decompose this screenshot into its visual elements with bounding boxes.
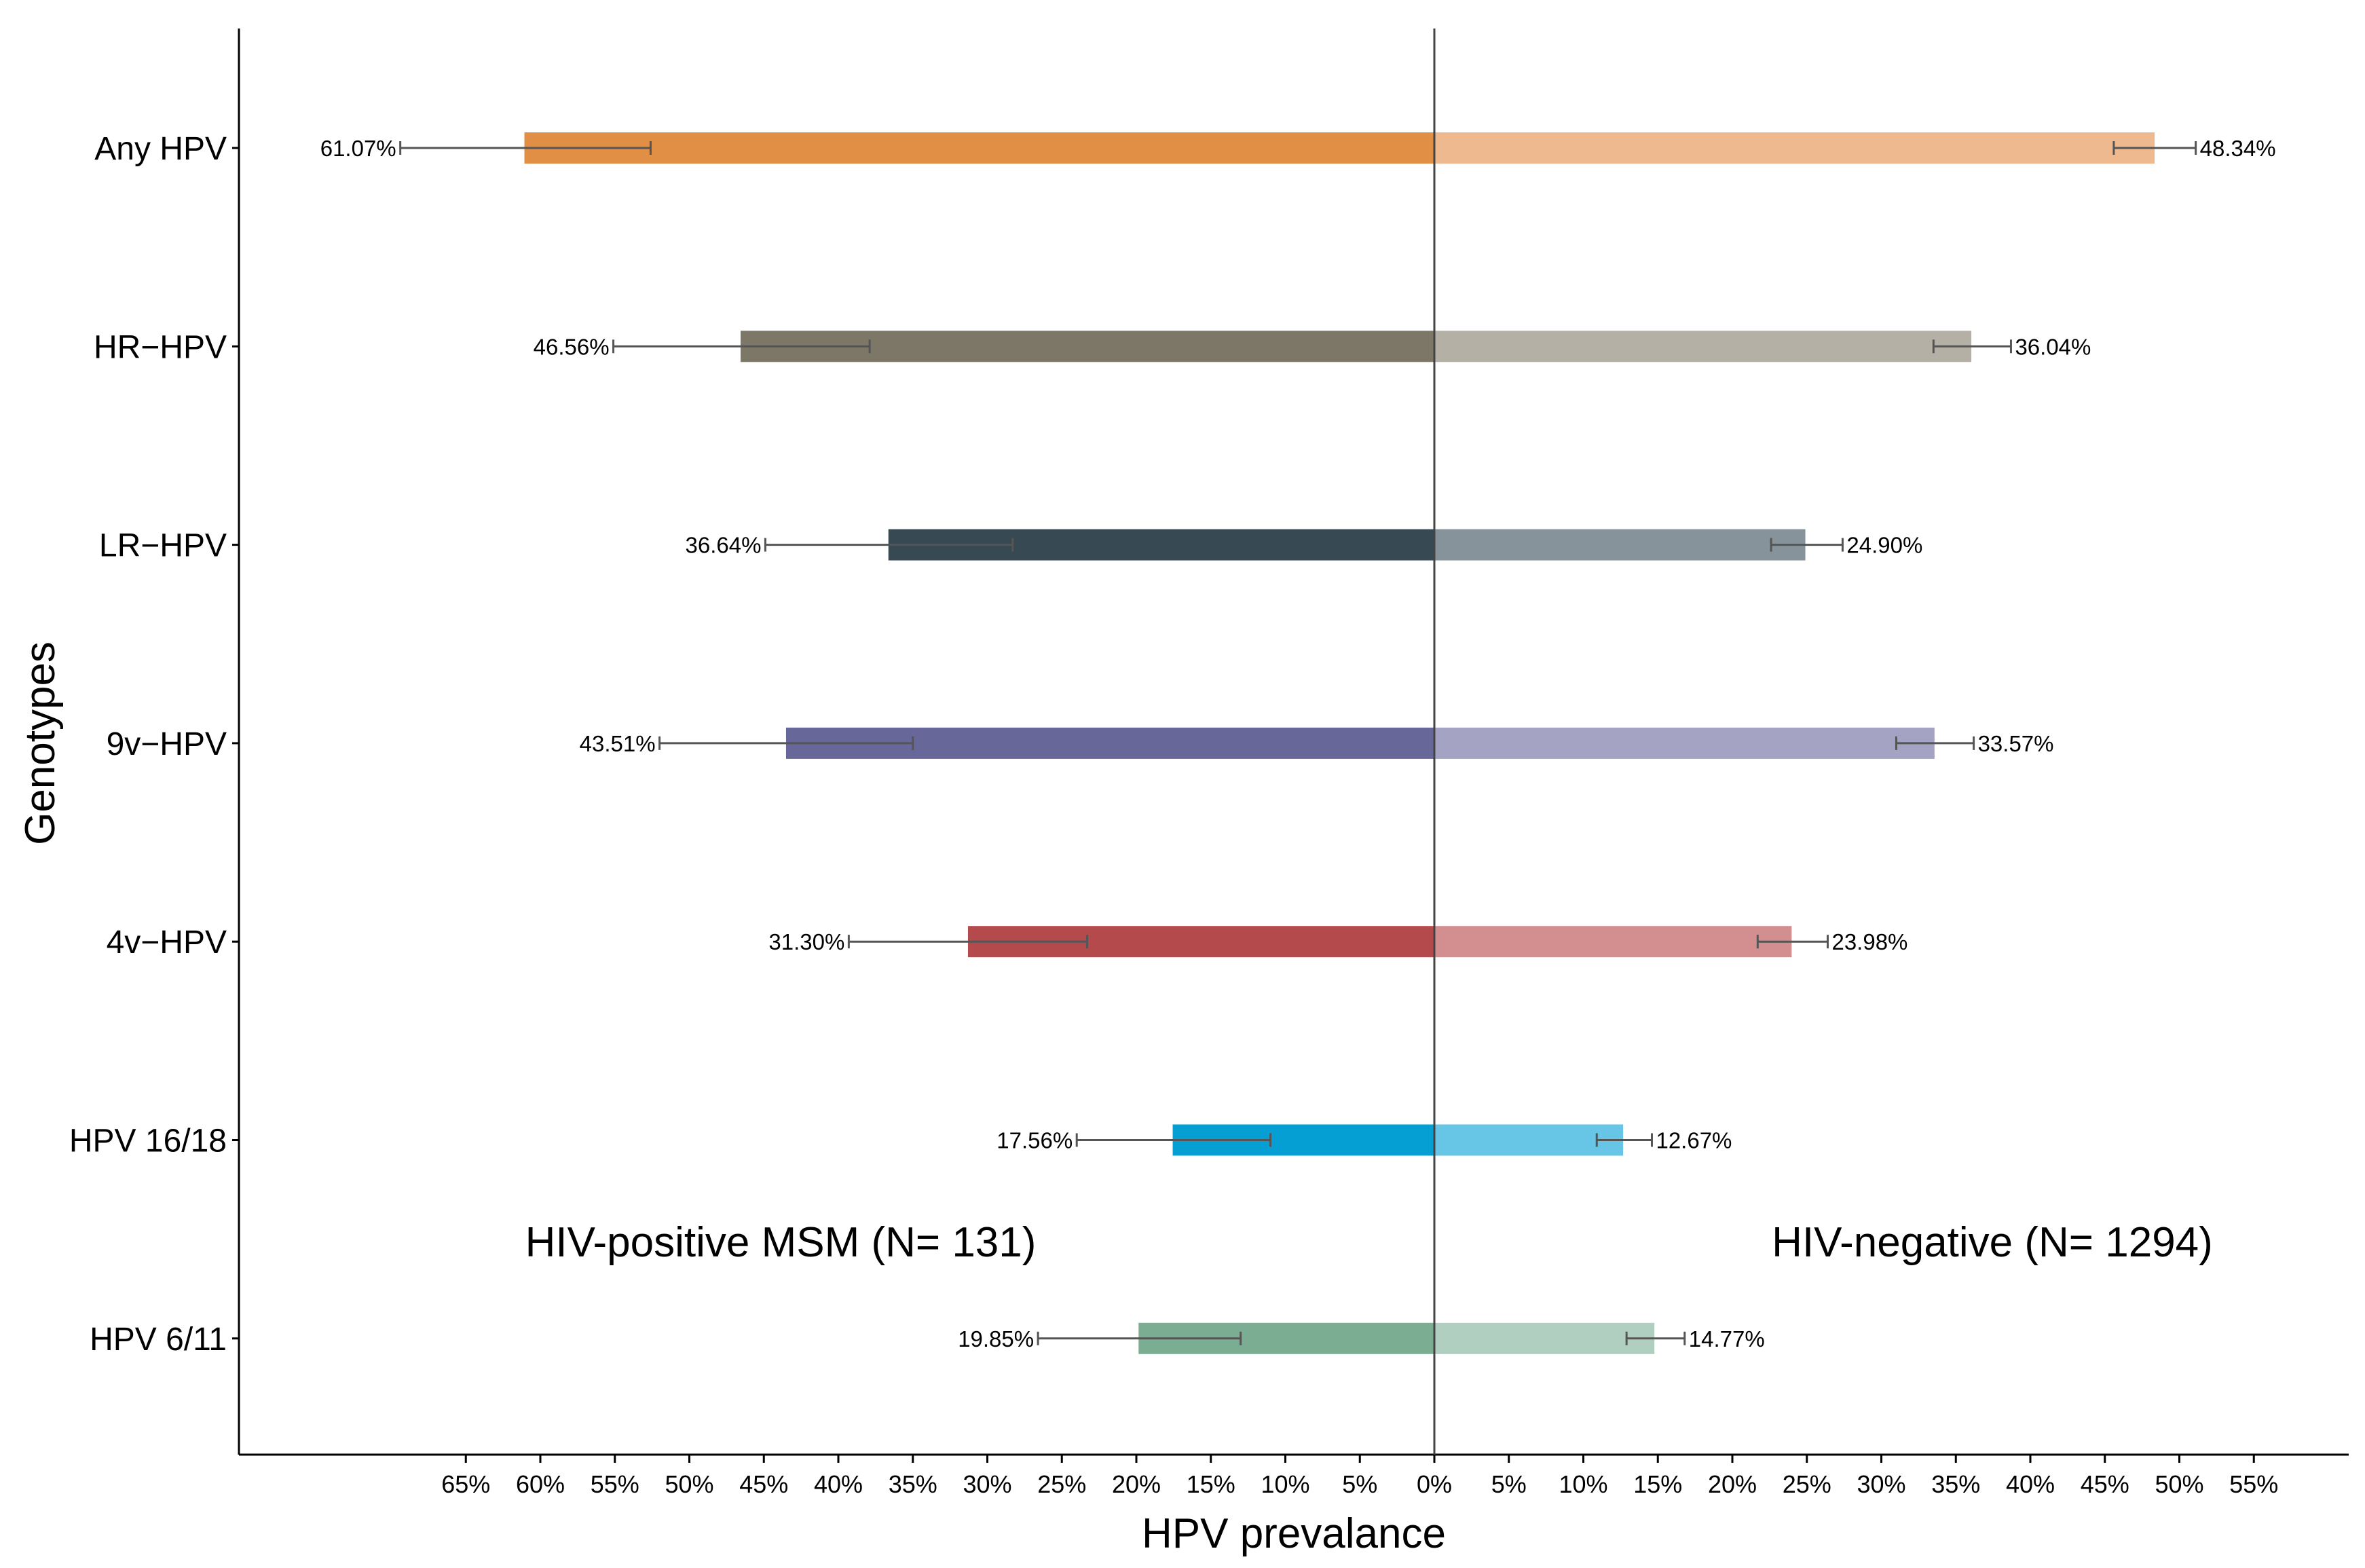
x-tick-left-20: 20% (1112, 1470, 1161, 1498)
category-label-any-hpv: Any HPV (94, 131, 227, 167)
error-bar-right-4v-hpv (1756, 935, 1829, 949)
x-tick-left-40: 40% (814, 1470, 863, 1498)
error-bar-right-lr-hpv (1770, 538, 1844, 552)
value-label-right-lr-hpv: 24.90% (1846, 533, 1922, 558)
bar-right-hpv-6-11 (1434, 1322, 1655, 1354)
x-tick-right-40: 40% (2006, 1470, 2055, 1498)
error-bar-right-9v-hpv (1895, 736, 1975, 750)
error-bar-left-4v-hpv (847, 935, 1089, 949)
x-tick-right-5: 5% (1491, 1470, 1527, 1498)
x-tick-center-0: 0% (1417, 1470, 1452, 1498)
x-tick-left-30: 30% (963, 1470, 1011, 1498)
x-axis-title: HPV prevalance (1142, 1510, 1446, 1557)
error-bar-right-hpv-16-18 (1595, 1133, 1653, 1147)
x-tick-left-60: 60% (516, 1470, 565, 1498)
x-tick-left-55: 55% (591, 1470, 639, 1498)
error-bar-right-hpv-6-11 (1625, 1331, 1686, 1345)
bar-right-4v-hpv (1434, 926, 1792, 958)
x-tick-left-25: 25% (1037, 1470, 1086, 1498)
x-tick-right-15: 15% (1633, 1470, 1682, 1498)
value-label-right-hr-hpv: 36.04% (2015, 334, 2091, 359)
value-label-left-9v-hpv: 43.51% (580, 731, 656, 756)
x-tick-right-20: 20% (1708, 1470, 1757, 1498)
error-bar-left-9v-hpv (658, 736, 914, 750)
x-tick-left-15: 15% (1187, 1470, 1235, 1498)
category-label-hr-hpv: HR−HPV (94, 329, 227, 365)
value-labels-layer: 61.07% 48.34% 46.56% 36.04% 36.64% 24.90% 43.5… (320, 136, 2276, 1351)
x-tick-left-45: 45% (739, 1470, 788, 1498)
x-tick-left-5: 5% (1342, 1470, 1377, 1498)
x-tick-right-25: 25% (1783, 1470, 1831, 1498)
value-label-left-hpv-6-11: 19.85% (958, 1326, 1034, 1351)
value-label-right-hpv-16-18: 12.67% (1656, 1128, 1732, 1153)
value-label-right-any-hpv: 48.34% (2200, 136, 2276, 161)
error-bar-left-hpv-16-18 (1075, 1133, 1272, 1147)
bar-right-hr-hpv (1434, 331, 1972, 362)
category-label-4v-hpv: 4v−HPV (107, 925, 227, 960)
x-tick-right-55: 55% (2229, 1470, 2278, 1498)
x-tick-right-30: 30% (1857, 1470, 1905, 1498)
y-axis-title: Genotypes (17, 641, 64, 845)
x-tick-right-45: 45% (2081, 1470, 2129, 1498)
bar-right-lr-hpv (1434, 529, 1806, 561)
x-tick-left-65: 65% (441, 1470, 490, 1498)
group-label-left: HIV-positive MSM (N= 131) (525, 1219, 1037, 1266)
error-bar-left-any-hpv (399, 141, 652, 155)
value-label-left-hr-hpv: 46.56% (534, 334, 610, 359)
error-bar-left-hpv-6-11 (1037, 1331, 1242, 1345)
x-tick-left-50: 50% (665, 1470, 713, 1498)
value-label-right-9v-hpv: 33.57% (1978, 731, 2054, 756)
value-label-left-lr-hpv: 36.64% (686, 533, 762, 558)
value-label-left-4v-hpv: 31.30% (768, 929, 844, 954)
group-label-right: HIV-negative (N= 1294) (1772, 1219, 2213, 1266)
bar-left-any-hpv (524, 132, 1435, 164)
value-label-left-hpv-16-18: 17.56% (997, 1128, 1073, 1153)
error-bar-left-hr-hpv (612, 339, 871, 354)
category-label-9v-hpv: 9v−HPV (107, 726, 227, 762)
axes-layer: Any HPV HR−HPV LR−HPV 9v−HPV 4v−HPV HPV 16/18… (69, 29, 2349, 1498)
bar-right-any-hpv (1434, 132, 2155, 164)
x-tick-left-35: 35% (889, 1470, 937, 1498)
bar-right-hpv-16-18 (1434, 1124, 1624, 1156)
value-label-right-hpv-6-11: 14.77% (1689, 1326, 1765, 1351)
x-tick-right-50: 50% (2155, 1470, 2203, 1498)
x-tick-right-10: 10% (1559, 1470, 1607, 1498)
error-bar-right-hr-hpv (1932, 339, 2012, 354)
x-tick-right-35: 35% (1931, 1470, 1980, 1498)
category-label-hpv-6-11: HPV 6/11 (90, 1322, 227, 1358)
bar-right-9v-hpv (1434, 727, 1935, 759)
category-label-hpv-16-18: HPV 16/18 (69, 1123, 227, 1159)
x-tick-left-10: 10% (1261, 1470, 1309, 1498)
error-bars-layer (399, 141, 2197, 1345)
error-bar-left-lr-hpv (764, 538, 1014, 552)
value-label-right-4v-hpv: 23.98% (1831, 929, 1907, 954)
error-bar-right-any-hpv (2112, 141, 2197, 155)
value-label-left-any-hpv: 61.07% (320, 136, 396, 161)
category-label-lr-hpv: LR−HPV (99, 528, 227, 564)
